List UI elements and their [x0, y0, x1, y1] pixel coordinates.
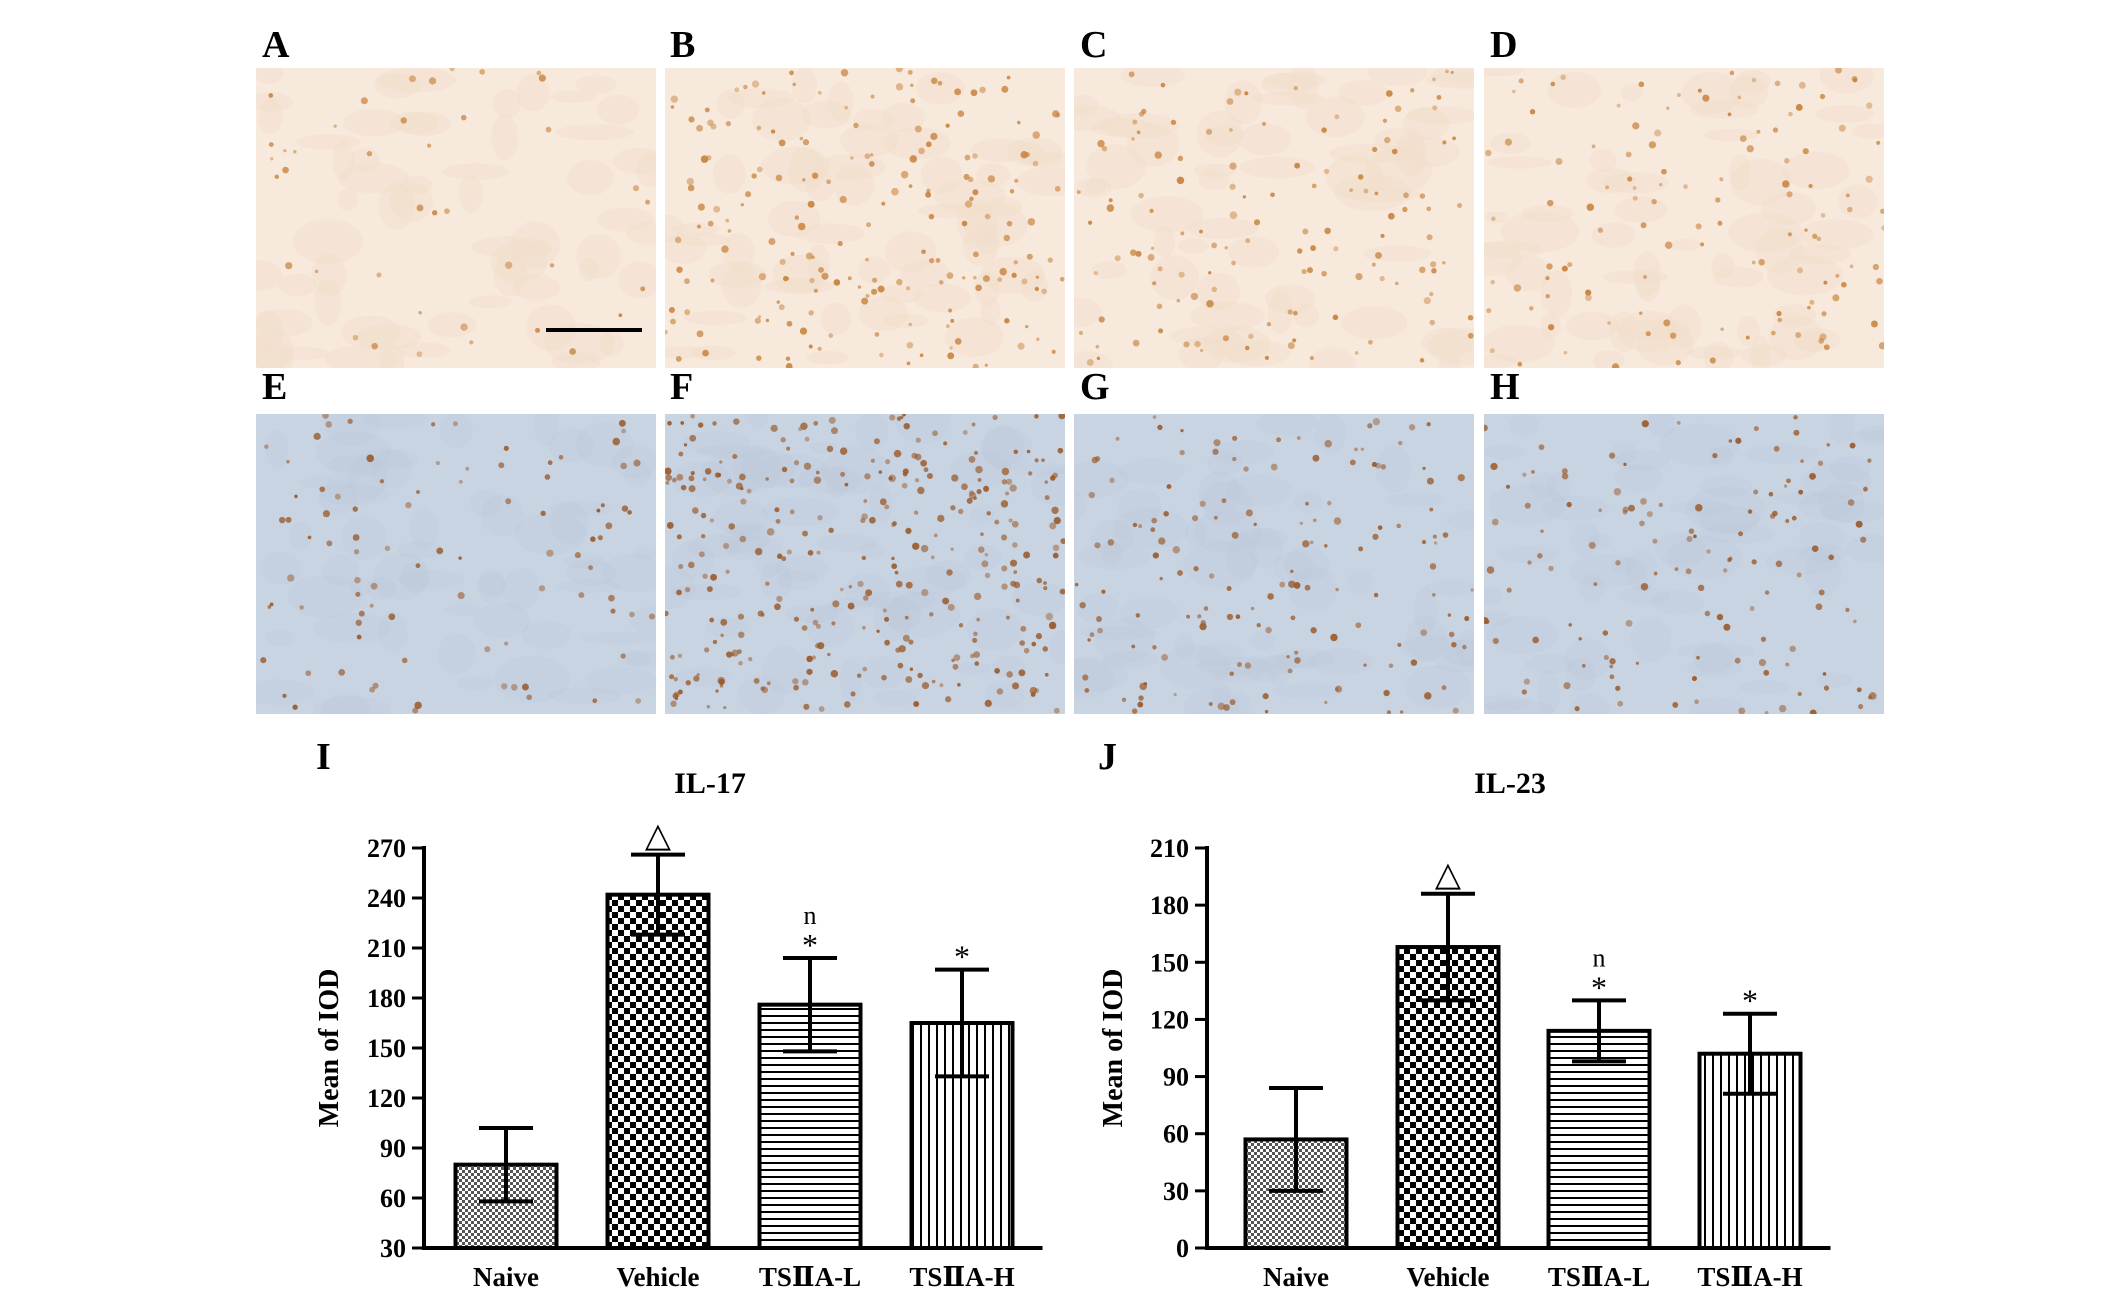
- significance-mark: △: [1435, 857, 1462, 894]
- micrograph-panel-g: [1074, 414, 1474, 714]
- scale-bar: [546, 328, 642, 332]
- micrograph-panel-f: [665, 414, 1065, 714]
- micrograph-panel-e: [256, 414, 656, 714]
- micrograph-image: [256, 414, 656, 714]
- significance-mark: *: [954, 939, 970, 975]
- y-tick-label: 210: [367, 934, 406, 963]
- micrograph-image: [1074, 414, 1474, 714]
- error-bar: [783, 956, 837, 1054]
- y-tick-label: 30: [1163, 1177, 1189, 1206]
- error-bar: [1572, 998, 1626, 1064]
- micrograph-panel-h: [1484, 414, 1884, 714]
- x-tick-label: Naive: [1263, 1262, 1329, 1292]
- y-tick-label: 60: [1163, 1120, 1189, 1149]
- y-tick-label: 210: [1150, 834, 1189, 863]
- error-bar: [1421, 891, 1475, 1003]
- chart-title: IL-23: [1474, 767, 1546, 800]
- y-axis-label: Mean of IOD: [314, 969, 345, 1128]
- error-bar: [1723, 1011, 1777, 1096]
- y-tick-label: 60: [380, 1184, 406, 1213]
- bar-chart-i: IL-17 Mean of IOD 30 60 90 120 150 180 210 240 270…: [314, 767, 1043, 1292]
- y-axis-label: Mean of IOD: [1098, 969, 1129, 1128]
- error-bar: [479, 1126, 533, 1204]
- y-tick-label: 240: [367, 884, 406, 913]
- panel-label-d: D: [1490, 24, 1518, 66]
- x-tick-label: TSⅡA-L: [759, 1262, 861, 1292]
- x-tick-label: Vehicle: [617, 1262, 700, 1292]
- significance-mark: △: [645, 818, 672, 855]
- y-tick-label: 0: [1176, 1234, 1189, 1263]
- significance-mark: n: [804, 901, 817, 930]
- panel-label-f: F: [670, 366, 694, 408]
- micrograph-image: [256, 68, 656, 368]
- y-tick-label: 180: [367, 984, 406, 1013]
- panel-label-g: G: [1080, 366, 1110, 408]
- significance-mark: *: [802, 927, 818, 963]
- bar-ts-a-l: [1546, 1028, 1652, 1251]
- y-tick-label: 90: [380, 1134, 406, 1163]
- micrograph-image: [1074, 68, 1474, 368]
- y-tick-label: 90: [1163, 1063, 1189, 1092]
- y-tick-label: 30: [380, 1234, 406, 1263]
- panel-label-b: B: [670, 24, 696, 66]
- y-tick-label: 120: [367, 1084, 406, 1113]
- error-bar: [935, 967, 989, 1079]
- panel-label-c: C: [1080, 24, 1108, 66]
- micrograph-image: [665, 68, 1065, 368]
- y-tick-label: 270: [367, 834, 406, 863]
- micrograph-panel-b: [665, 68, 1065, 368]
- panel-label-i: I: [316, 736, 331, 778]
- error-bar: [1269, 1086, 1323, 1193]
- x-tick-label: Vehicle: [1407, 1262, 1490, 1292]
- bar-vehicle: [605, 892, 711, 1251]
- micrograph-image: [665, 414, 1065, 714]
- y-tick-label: 120: [1150, 1005, 1189, 1034]
- x-tick-label: TSⅡA-L: [1548, 1262, 1650, 1292]
- micrograph-panel-c: [1074, 68, 1474, 368]
- error-bar: [631, 852, 685, 937]
- panel-label-j: J: [1098, 736, 1117, 778]
- x-tick-label: TSⅡA-H: [909, 1262, 1014, 1292]
- micrograph-panel-a: [256, 68, 656, 368]
- significance-mark: n: [1593, 943, 1606, 972]
- micrograph-image: [1484, 68, 1884, 368]
- y-tick-label: 180: [1150, 891, 1189, 920]
- micrograph-panel-d: [1484, 68, 1884, 368]
- y-tick-label: 150: [1150, 948, 1189, 977]
- chart-title: IL-17: [674, 767, 746, 800]
- panel-label-a: A: [262, 24, 290, 66]
- y-tick-label: 150: [367, 1034, 406, 1063]
- panel-label-h: H: [1490, 366, 1520, 408]
- micrograph-image: [1484, 414, 1884, 714]
- panel-label-e: E: [262, 366, 288, 408]
- significance-mark: *: [1591, 969, 1607, 1005]
- significance-mark: *: [1742, 983, 1758, 1019]
- bar-chart-j: IL-23 Mean of IOD 0 30 60 90 120 150 180 210 Naive…: [1098, 767, 1831, 1292]
- x-tick-label: TSⅡA-H: [1697, 1262, 1802, 1292]
- x-tick-label: Naive: [473, 1262, 539, 1292]
